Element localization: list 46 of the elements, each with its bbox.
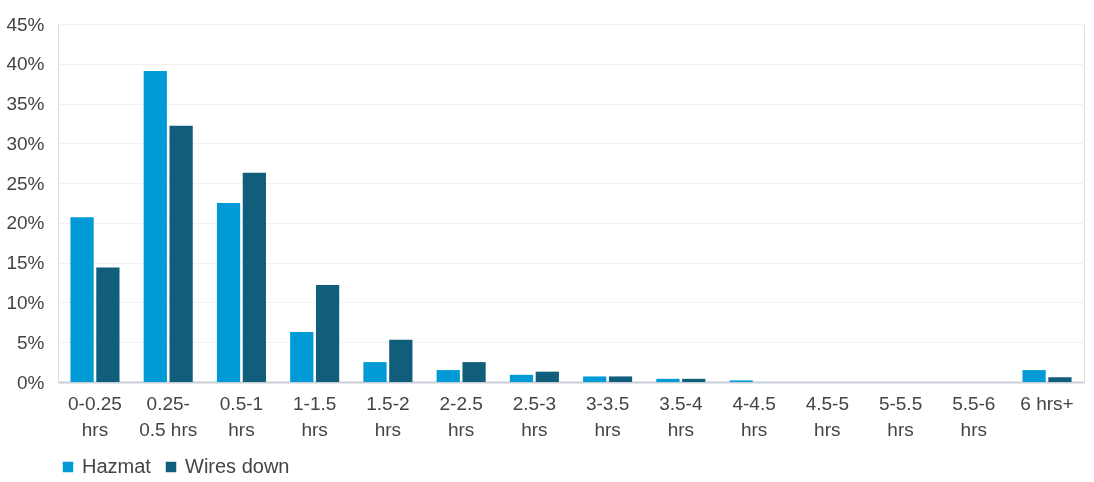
y-tick-label: 5% — [17, 331, 45, 353]
x-tick-label: 4.5-5 hrs — [805, 392, 849, 440]
bar — [96, 267, 120, 382]
x-tick-label: 3.5-4 hrs — [659, 392, 703, 440]
legend-label: Wires down — [185, 455, 290, 477]
x-tick-label: 0-0.25 hrs — [68, 392, 122, 440]
bar — [290, 331, 314, 382]
x-tick-label: 5.5-6 hrs — [952, 392, 996, 440]
x-tick-label: 0.25- 0.5 hrs — [139, 392, 198, 440]
x-tick-label: 1.5-2 hrs — [366, 392, 410, 440]
legend-label: Hazmat — [82, 455, 152, 477]
bar — [682, 378, 706, 382]
y-tick-label: 25% — [6, 172, 45, 194]
bar — [1048, 377, 1072, 382]
bar — [143, 70, 167, 382]
bar — [1022, 370, 1046, 382]
bar — [462, 362, 486, 382]
bar — [70, 217, 94, 382]
x-tick-label: 2-2.5 hrs — [439, 392, 483, 440]
bar — [656, 378, 680, 382]
bar — [389, 339, 413, 382]
bar — [315, 284, 340, 382]
x-tick-label: 2.5-3 hrs — [512, 392, 557, 440]
x-tick-label: 5-5.5 hrs — [878, 392, 923, 440]
y-tick-label: 45% — [6, 13, 45, 35]
y-tick-label: 30% — [6, 132, 45, 154]
bar — [436, 370, 460, 382]
y-tick-label: 35% — [6, 93, 45, 115]
y-tick-label: 0% — [17, 371, 45, 393]
x-tick-label: 6 hrs+ — [1020, 392, 1074, 414]
bar — [583, 376, 607, 382]
bar — [509, 374, 534, 382]
x-tick-label: 3-3.5 hrs — [585, 392, 630, 440]
y-tick-label: 15% — [6, 252, 45, 274]
bar — [535, 371, 559, 382]
bar — [242, 172, 266, 382]
bar — [169, 125, 193, 382]
x-tick-label: 4-4.5 hrs — [732, 392, 776, 440]
bar — [363, 362, 387, 382]
bar — [216, 203, 241, 382]
y-tick-label: 10% — [6, 291, 45, 313]
y-tick-label: 20% — [6, 212, 45, 234]
x-tick-label: 0.5-1 hrs — [219, 392, 264, 440]
x-tick-label: 1-1.5 hrs — [293, 392, 337, 440]
bar — [608, 376, 633, 382]
y-tick-label: 40% — [6, 53, 45, 75]
